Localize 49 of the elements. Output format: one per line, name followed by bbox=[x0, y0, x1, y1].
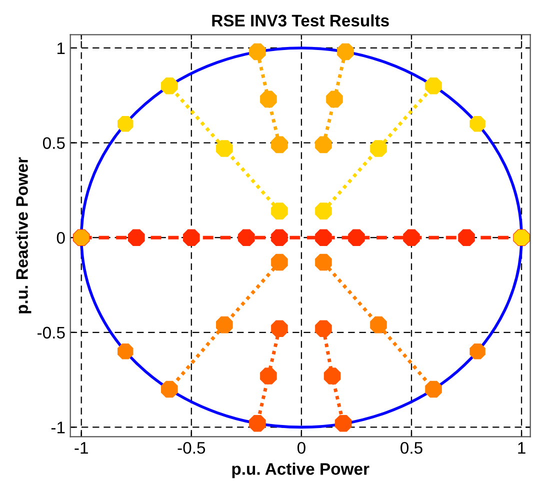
point bbox=[238, 229, 255, 246]
y-tick-label: 1 bbox=[57, 42, 65, 54]
point bbox=[324, 368, 341, 384]
point bbox=[260, 90, 277, 108]
x-tick-label: 0.5 bbox=[400, 442, 422, 454]
chart-title: RSE INV3 Test Results bbox=[212, 14, 389, 27]
x-tick-label: -0.5 bbox=[178, 442, 206, 454]
point bbox=[128, 229, 145, 246]
point bbox=[470, 116, 486, 132]
point bbox=[370, 140, 387, 157]
point bbox=[315, 320, 332, 337]
point bbox=[118, 116, 134, 132]
y-axis-title: p.u. Reactive Power bbox=[16, 157, 32, 314]
point bbox=[271, 229, 288, 246]
point bbox=[271, 202, 288, 220]
y-tick-label: -0.5 bbox=[38, 326, 65, 339]
point bbox=[271, 254, 288, 271]
point bbox=[249, 415, 266, 432]
point bbox=[326, 90, 343, 108]
point bbox=[161, 78, 178, 94]
point bbox=[183, 229, 200, 246]
point bbox=[425, 380, 442, 398]
point bbox=[334, 415, 352, 432]
y-tick-label: -1 bbox=[51, 422, 65, 434]
x-tick-label: 0 bbox=[297, 442, 306, 454]
point bbox=[161, 380, 178, 398]
point bbox=[337, 43, 354, 60]
point bbox=[315, 229, 332, 246]
point bbox=[118, 344, 134, 360]
point bbox=[216, 316, 233, 334]
y-tick-label: 0 bbox=[56, 232, 65, 244]
point bbox=[348, 229, 365, 246]
point bbox=[315, 136, 332, 154]
x-tick-label: 1 bbox=[518, 442, 526, 454]
point bbox=[271, 320, 288, 337]
point bbox=[403, 229, 420, 246]
point bbox=[425, 78, 442, 94]
point bbox=[315, 202, 332, 220]
y-tick-label: 0.5 bbox=[42, 137, 65, 149]
point bbox=[249, 43, 266, 60]
x-tick-label: -1 bbox=[74, 442, 88, 454]
point bbox=[271, 136, 288, 154]
point bbox=[315, 254, 332, 271]
point bbox=[260, 368, 277, 384]
point bbox=[470, 344, 486, 360]
point bbox=[370, 316, 387, 334]
x-axis-title: p.u. Active Power bbox=[232, 462, 370, 478]
point bbox=[458, 229, 475, 246]
point bbox=[216, 140, 233, 157]
